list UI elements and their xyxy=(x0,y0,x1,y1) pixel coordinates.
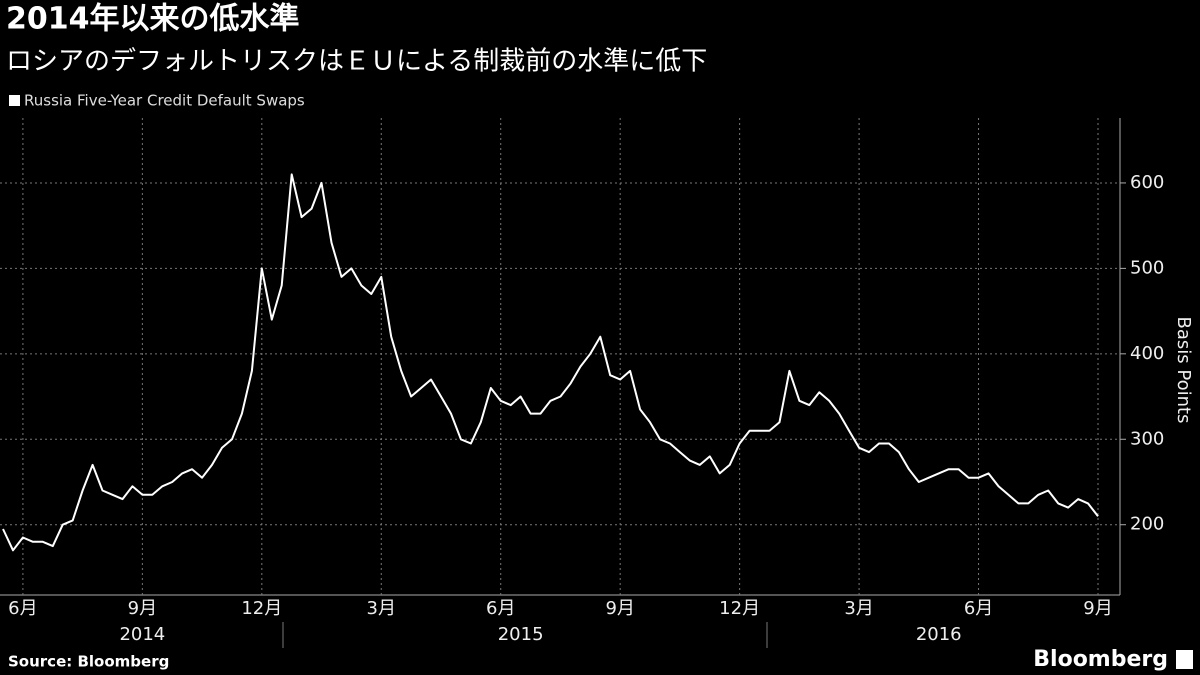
x-tick-label: 12月 xyxy=(241,598,282,619)
y-tick-label: 600 xyxy=(1130,172,1164,193)
y-tick-label: 200 xyxy=(1130,514,1164,535)
legend-swatch xyxy=(9,95,20,106)
x-tick-label: 6月 xyxy=(486,598,515,619)
y-tick-label: 300 xyxy=(1130,428,1164,449)
source: Source: Bloomberg xyxy=(8,653,169,671)
x-tick-label: 9月 xyxy=(605,598,634,619)
x-tick-label: 3月 xyxy=(844,598,873,619)
logo: Bloomberg xyxy=(1033,647,1168,672)
legend-label: Russia Five-Year Credit Default Swaps xyxy=(24,92,305,110)
y-axis-label: Basis Points xyxy=(1173,317,1194,424)
year-label: 2016 xyxy=(916,624,962,645)
logo-icon xyxy=(1176,650,1193,669)
y-tick-label: 500 xyxy=(1130,257,1164,278)
chart-subtitle: ロシアのデフォルトリスクはＥＵによる制裁前の水準に低下 xyxy=(6,47,707,77)
year-label: 2015 xyxy=(498,624,544,645)
y-tick-label: 400 xyxy=(1130,343,1164,364)
x-tick-label: 3月 xyxy=(367,598,396,619)
x-tick-label: 6月 xyxy=(964,598,993,619)
x-tick-label: 12月 xyxy=(719,598,760,619)
chart-title: 2014年以来の低水準 xyxy=(6,2,300,37)
x-tick-label: 9月 xyxy=(128,598,157,619)
year-label: 2014 xyxy=(119,624,165,645)
line xyxy=(2,173,1099,552)
x-tick-label: 9月 xyxy=(1083,598,1112,619)
x-tick-label: 6月 xyxy=(8,598,37,619)
